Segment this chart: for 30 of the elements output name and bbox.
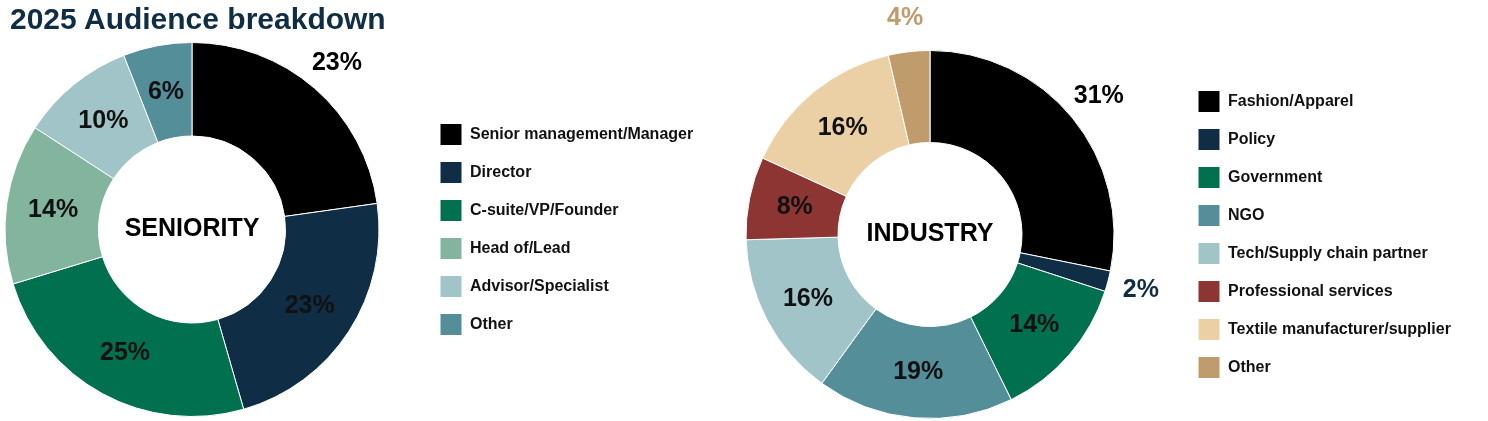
data-label: 14%	[28, 193, 79, 222]
legend-label: Government	[1228, 167, 1323, 185]
text: SENIORITY	[124, 213, 260, 242]
data-label: 31%	[1073, 80, 1124, 109]
legend-label: Director	[470, 162, 532, 180]
data-label: 23%	[311, 46, 362, 75]
text: INDUSTRY	[866, 218, 994, 247]
legend-label: Other	[470, 314, 513, 332]
data-label: 16%	[782, 282, 833, 311]
data-label: 6%	[147, 75, 185, 104]
legend-label: Senior management/Manager	[470, 124, 694, 142]
legend-label: Fashion/Apparel	[1228, 91, 1354, 109]
data-label: 16%	[817, 111, 868, 140]
legend-label: Head of/Lead	[470, 238, 571, 256]
legend-label: Textile manufacturer/supplier	[1228, 319, 1451, 337]
data-label: 14%	[1009, 308, 1060, 337]
legend-label: NGO	[1228, 205, 1265, 223]
data-label: 10%	[78, 104, 129, 133]
data-label: 8%	[776, 190, 813, 219]
data-label: 25%	[100, 336, 151, 365]
data-label: 2%	[1122, 273, 1159, 302]
legend-label: Advisor/Specialist	[470, 276, 610, 294]
data-label: 4%	[887, 1, 924, 30]
legend-label: C-suite/VP/Founder	[470, 200, 619, 218]
legend-label: Other	[1228, 357, 1271, 375]
data-label: 19%	[893, 355, 944, 384]
legend-label: Tech/Supply chain partner	[1228, 243, 1428, 261]
legend-label: Policy	[1228, 129, 1276, 147]
legend-label: Professional services	[1228, 281, 1393, 299]
text: 2025 Audience breakdown	[10, 2, 386, 36]
